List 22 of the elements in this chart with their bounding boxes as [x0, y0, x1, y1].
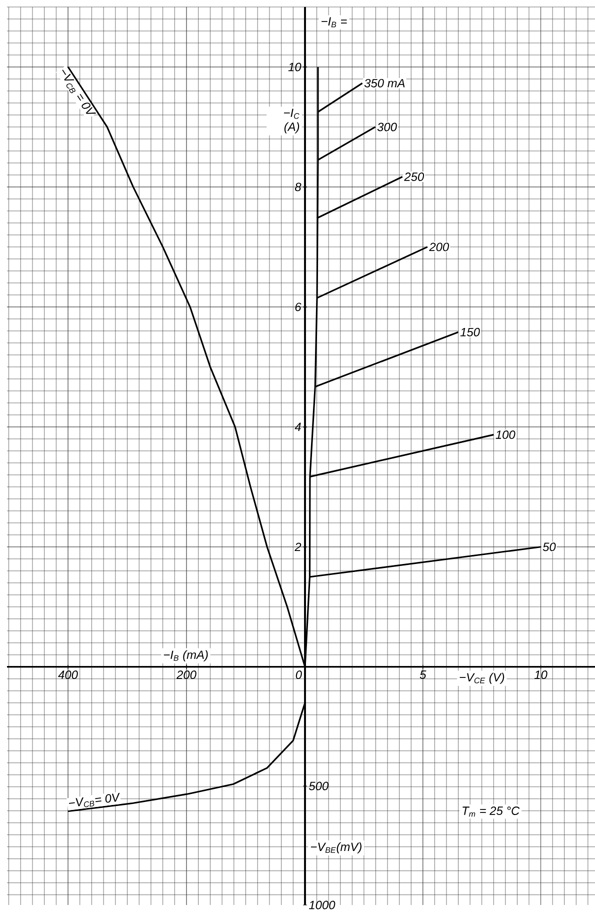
- series-label: 350 mA: [364, 78, 405, 88]
- series-label: 200: [429, 242, 450, 252]
- x-axis-title: −I$_{B}$ (mA): [164, 650, 208, 662]
- text: −V$_{CB}$= 0V: [68, 792, 120, 808]
- series-label: 50: [542, 542, 556, 552]
- y-tick-label: 8: [294, 182, 302, 192]
- y2-axis-title: −V$_{BE}$(mV): [310, 842, 362, 854]
- x-tick-label: 400: [58, 670, 78, 679]
- y2-tick-label: 1000: [309, 900, 336, 910]
- text: −V$_{CB}$ = 0V: [62, 70, 96, 114]
- y2-tick-label: 500: [308, 782, 329, 790]
- x-tick-label: 200: [176, 670, 196, 679]
- x-axis-title: −V$_{CE}$ (V): [460, 672, 504, 684]
- series-label: 250: [404, 172, 424, 181]
- series-label: 300: [377, 122, 397, 132]
- y-axis-title: −I$_{C}$ (A): [284, 108, 300, 134]
- y-tick-label: 10: [288, 62, 302, 72]
- series-label: 100: [496, 430, 516, 439]
- annotation: −I$_{B}$ =: [322, 17, 347, 28]
- series-label: 150: [460, 328, 480, 336]
- x-tick-label: 0: [296, 670, 302, 679]
- annotation: T$_{m}$ = 25 °C: [462, 806, 520, 817]
